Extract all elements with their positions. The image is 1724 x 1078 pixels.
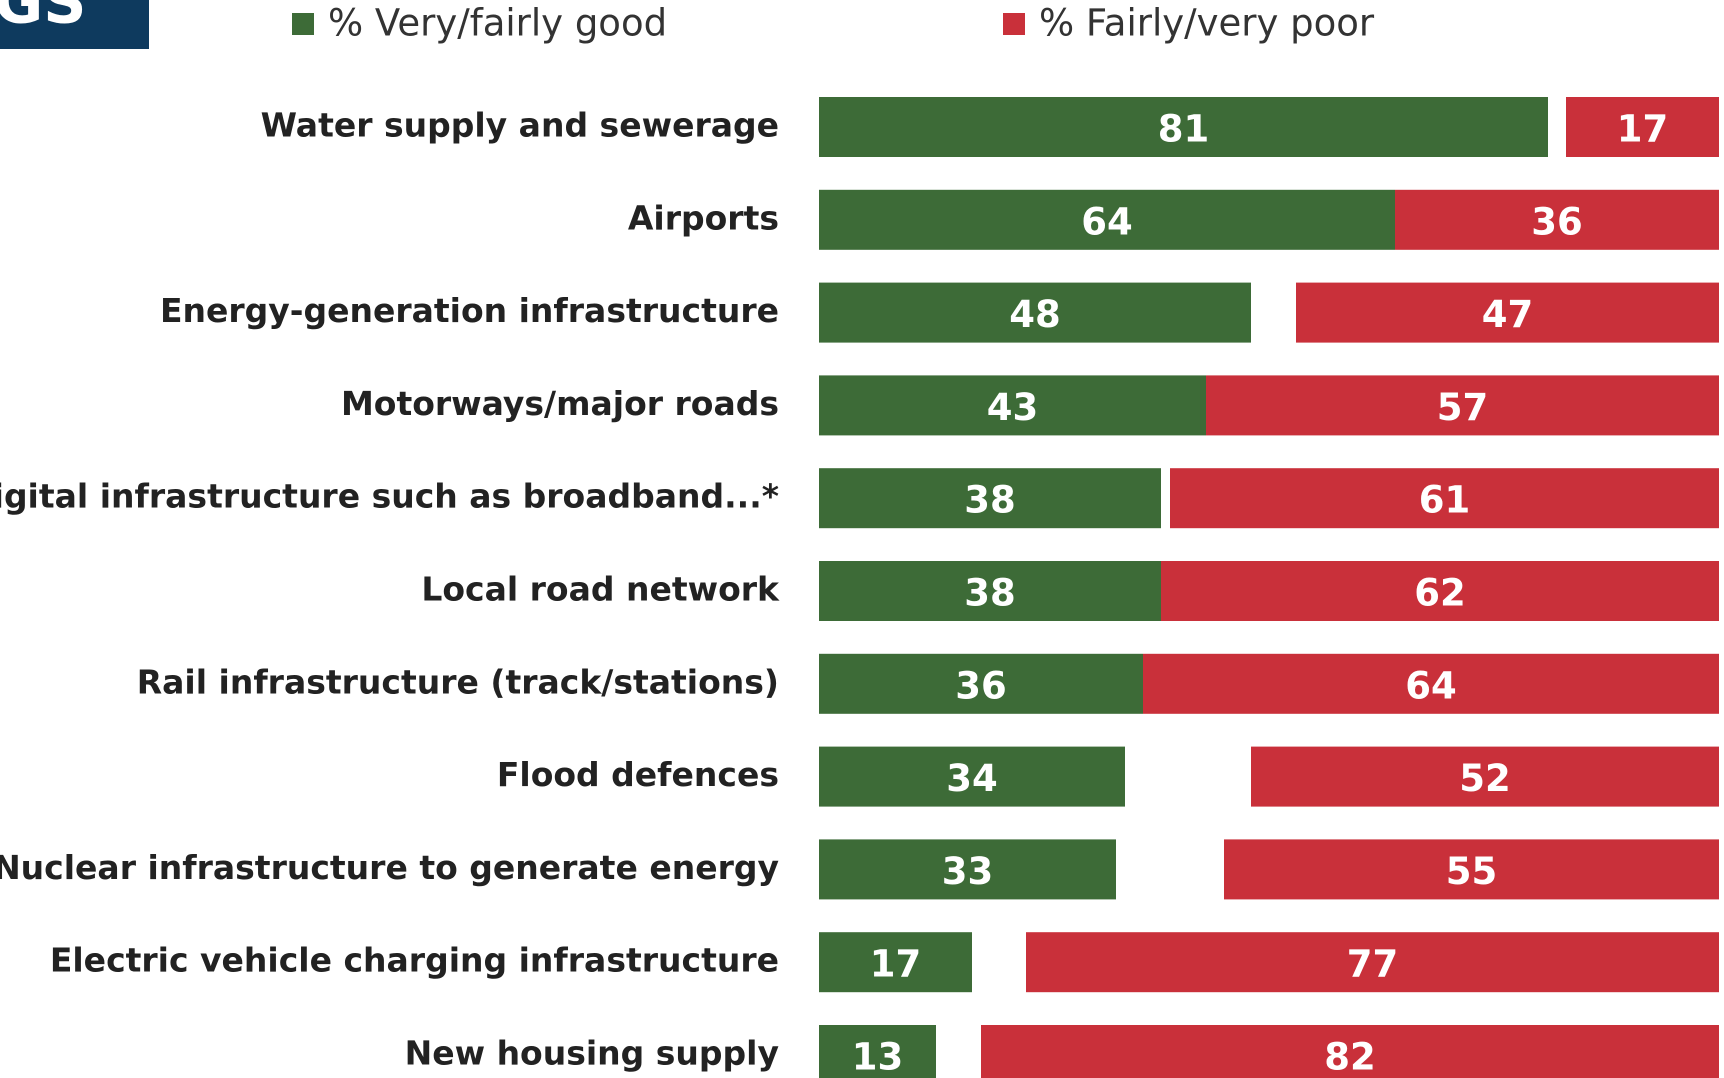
value-label: 62: [1414, 572, 1466, 615]
category-label: Rail infrastructure (track/stations): [137, 662, 779, 701]
category-label: New housing supply: [405, 1034, 779, 1073]
bar: [819, 468, 1161, 529]
value-label: 38: [964, 479, 1016, 522]
value-label: 64: [1081, 200, 1133, 243]
category-label: Electric vehicle charging infrastructure: [50, 941, 779, 980]
bar: [819, 839, 1116, 900]
category-label: Flood defences: [497, 755, 779, 794]
value-label: 82: [1324, 1036, 1376, 1078]
value-label: 33: [942, 850, 994, 893]
legend-label: % Fairly/very poor: [1039, 2, 1375, 45]
value-label: 36: [1531, 200, 1583, 243]
category-label: Local road network: [421, 570, 780, 609]
bar: [819, 561, 1161, 621]
bar: [1395, 189, 1719, 250]
value-label: 48: [1009, 293, 1061, 336]
bar: [1170, 468, 1719, 529]
bar: [1206, 375, 1719, 436]
value-label: 64: [1405, 664, 1457, 707]
category-label: Water supply and sewerage: [261, 106, 779, 145]
bar: [1161, 561, 1719, 621]
bar: [1251, 746, 1719, 807]
value-label: 38: [964, 572, 1016, 615]
bar: [819, 653, 1143, 714]
bar: [1566, 97, 1719, 157]
bar: [819, 97, 1548, 157]
legend-label: % Very/fairly good: [328, 2, 667, 45]
category-label: Digital infrastructure such as broadband…: [0, 477, 779, 516]
value-label: 36: [955, 664, 1007, 707]
bar: [819, 746, 1125, 807]
logo-text: GS: [0, 0, 86, 38]
value-label: 13: [852, 1036, 904, 1078]
value-label: 77: [1347, 943, 1399, 986]
legend-swatch: [292, 13, 314, 35]
value-label: 47: [1482, 293, 1534, 336]
category-label: Airports: [628, 198, 779, 237]
value-label: 55: [1446, 850, 1498, 893]
legend-swatch: [1003, 13, 1025, 35]
bar: [1143, 653, 1719, 714]
value-label: 17: [1617, 108, 1669, 151]
bar: [819, 932, 972, 993]
bar: [819, 1025, 936, 1078]
bar: [1296, 282, 1719, 343]
bar: [819, 375, 1206, 436]
value-label: 17: [870, 943, 922, 986]
bar: [819, 189, 1395, 250]
logo: [0, 0, 149, 49]
value-label: 57: [1437, 386, 1489, 429]
bar: [819, 282, 1251, 343]
category-label: Motorways/major roads: [341, 384, 779, 423]
value-label: 34: [946, 757, 998, 800]
bar: [1026, 932, 1719, 993]
category-label: Energy-generation infrastructure: [160, 291, 779, 330]
bar: [1224, 839, 1719, 900]
value-label: 52: [1459, 757, 1511, 800]
value-label: 81: [1158, 108, 1210, 151]
category-label: Nuclear infrastructure to generate energ…: [0, 848, 779, 887]
bar: [981, 1025, 1719, 1078]
value-label: 43: [987, 386, 1039, 429]
value-label: 61: [1419, 479, 1471, 522]
